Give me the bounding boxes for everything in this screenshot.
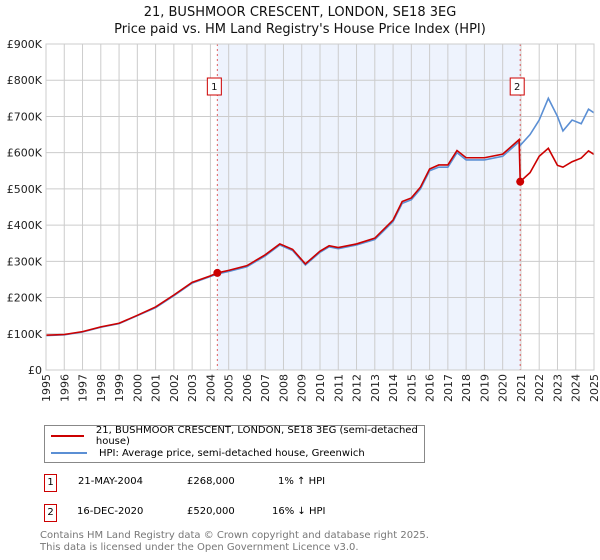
y-tick-label: £700K <box>7 110 43 123</box>
chart-title: 21, BUSHMOOR CRESCENT, LONDON, SE18 3EG <box>143 5 457 20</box>
footer: Contains HM Land Registry data © Crown c… <box>40 530 429 554</box>
x-tick-label: 1995 <box>40 374 53 402</box>
y-tick-label: £200K <box>7 292 43 305</box>
chart-subtitle: Price paid vs. HM Land Registry's House … <box>114 22 486 37</box>
sale-badge <box>509 77 525 96</box>
x-tick-label: 2015 <box>405 374 418 402</box>
price: £268,000 <box>187 476 235 487</box>
x-tick-label: 2025 <box>588 374 600 402</box>
transaction-row: 2 16-DEC-2020 £520,000 16% ↓ HPI <box>44 504 444 522</box>
footer-line: This data is licensed under the Open Gov… <box>40 542 359 553</box>
y-tick-label: £400K <box>7 219 43 232</box>
hpi-change: 1% ↑ HPI <box>278 476 326 487</box>
legend-item-property: 21, BUSHMOOR CRESCENT, LONDON, SE18 3EG … <box>51 425 424 447</box>
transaction-row: 1 21-MAY-2004 £268,000 1% ↑ HPI <box>44 474 444 492</box>
x-tick-label: 2021 <box>515 374 528 402</box>
x-tick-label: 1998 <box>95 374 108 402</box>
red-line-swatch <box>51 435 84 437</box>
price: £520,000 <box>187 506 235 517</box>
date: 16-DEC-2020 <box>77 506 144 517</box>
x-tick-label: 2004 <box>204 374 217 402</box>
y-tick-label: £500K <box>7 183 43 196</box>
footer-line: Contains HM Land Registry data © Crown c… <box>40 530 429 541</box>
y-tick-label: £900K <box>7 38 43 51</box>
x-tick-label: 2019 <box>478 374 491 402</box>
x-tick-label: 1996 <box>58 374 71 402</box>
x-tick-label: 2000 <box>131 374 144 402</box>
x-tick-label: 2017 <box>442 374 455 402</box>
x-tick-label: 2022 <box>533 374 546 402</box>
marker-badge: 1 <box>44 474 57 492</box>
property-series-line <box>45 137 595 337</box>
y-tick-label: £0 <box>28 364 42 377</box>
x-tick-label: 2009 <box>296 374 309 402</box>
plot-frame <box>45 43 595 371</box>
sale-point <box>213 268 222 277</box>
x-tick-label: 2003 <box>186 374 199 402</box>
price-chart: 1995 1996 1997 1998 1999 2000 2001 2002 2003 2004… <box>7 38 600 402</box>
sale-point <box>516 177 525 186</box>
x-tick-label: 2007 <box>259 374 272 402</box>
legend-label: HPI: Average price, semi-detached house,… <box>99 447 365 459</box>
legend-item-hpi: HPI: Average price, semi-detached house,… <box>51 446 365 460</box>
x-tick-label: 2018 <box>460 374 473 402</box>
x-tick-label: 2005 <box>223 374 236 402</box>
marker-badge: 2 <box>44 504 57 522</box>
x-tick-label: 2020 <box>497 374 510 402</box>
date: 21-MAY-2004 <box>78 476 144 487</box>
x-tick-label: 2016 <box>424 374 437 402</box>
x-tick-label: 2023 <box>551 374 564 402</box>
x-tick-label: 2002 <box>168 374 181 402</box>
x-tick-label: 2010 <box>314 374 327 402</box>
sale-badge-label: 2 <box>514 82 520 93</box>
x-tick-label: 2012 <box>351 374 364 402</box>
y-tick-label: £300K <box>7 255 43 268</box>
x-tick-label: 2011 <box>332 374 345 402</box>
legend: 21, BUSHMOOR CRESCENT, LONDON, SE18 3EG … <box>44 425 425 463</box>
x-tick-label: 2013 <box>369 374 382 402</box>
x-tick-label: 1999 <box>113 374 126 402</box>
x-tick-label: 1997 <box>77 374 90 402</box>
x-tick-label: 2006 <box>241 374 254 402</box>
y-tick-label: £600K <box>7 147 43 160</box>
x-tick-label: 2014 <box>387 374 400 402</box>
legend-label: 21, BUSHMOOR CRESCENT, LONDON, SE18 3EG … <box>95 425 418 447</box>
sale-badge <box>206 77 222 96</box>
blue-line-swatch <box>51 452 87 454</box>
sale-badge-label: 1 <box>211 82 217 93</box>
y-tick-label: £800K <box>7 74 43 87</box>
x-tick-label: 2024 <box>570 374 583 402</box>
x-tick-label: 2008 <box>277 374 290 402</box>
y-tick-label: £100K <box>7 328 43 341</box>
shaded-ownership-period <box>217 44 521 370</box>
hpi-change: 16% ↓ HPI <box>272 506 326 517</box>
x-tick-label: 2001 <box>150 374 163 402</box>
